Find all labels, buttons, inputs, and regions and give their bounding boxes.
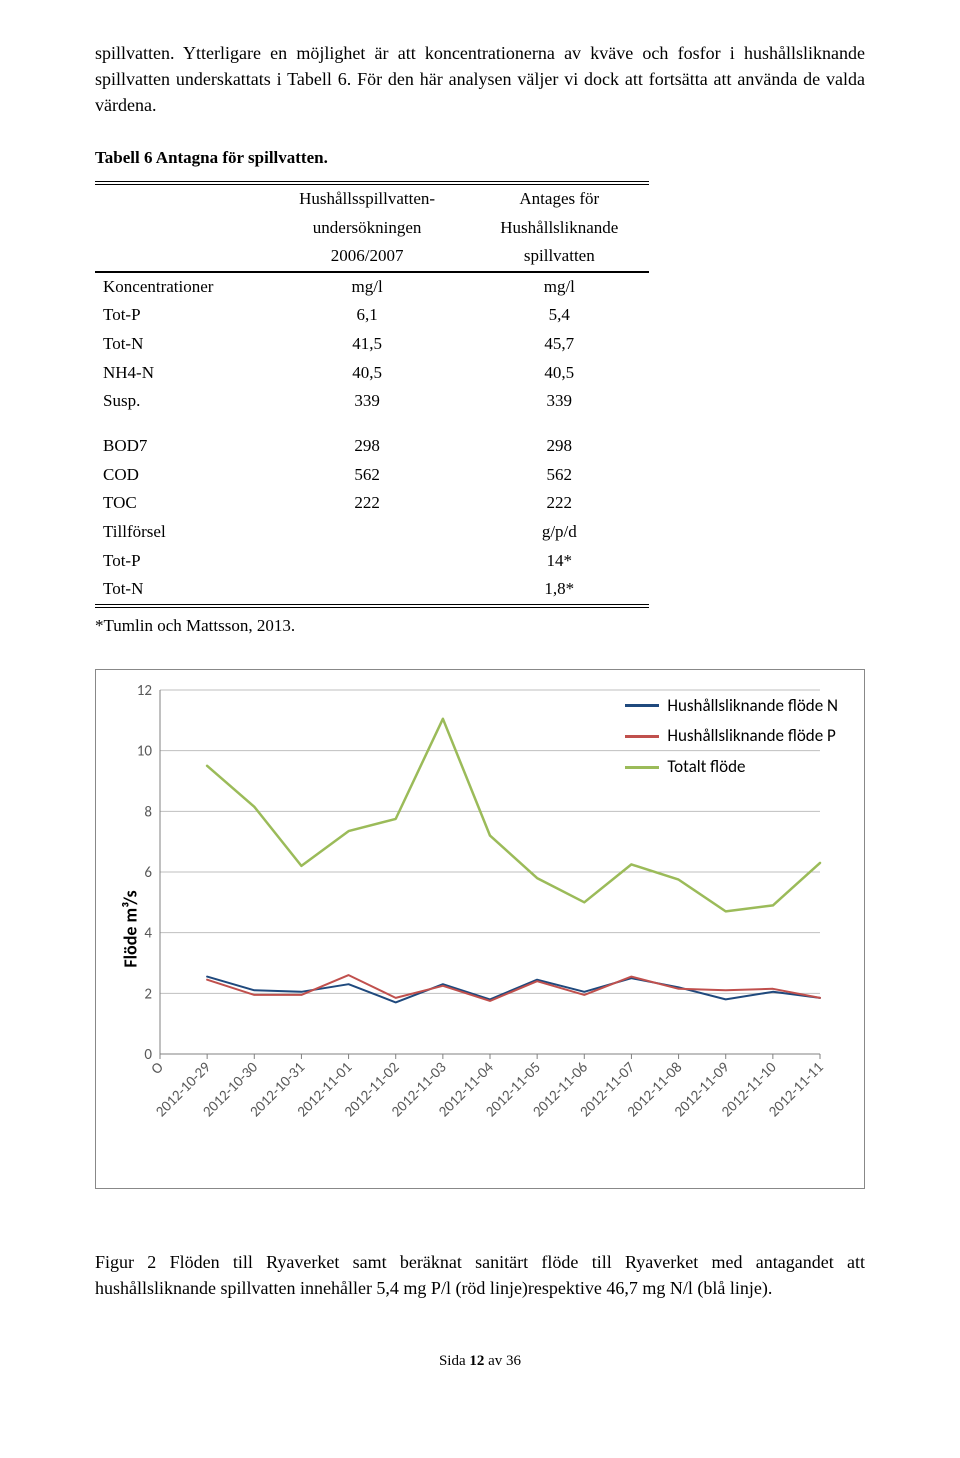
svg-text:O: O	[148, 1058, 168, 1078]
table-row: Susp. 339 339	[95, 387, 649, 416]
table-row: Koncentrationer mg/l mg/l	[95, 272, 649, 302]
legend-swatch	[625, 766, 659, 769]
legend-swatch	[625, 704, 659, 707]
table-caption: Tabell 6 Antagna för spillvatten.	[95, 146, 865, 171]
legend-label: Hushållsliknande flöde P	[667, 724, 835, 749]
table-row: Tot-P 6,1 5,4	[95, 301, 649, 330]
svg-text:6: 6	[144, 864, 152, 882]
table-head-col2-l2: undersökningen	[265, 214, 469, 243]
table-row: BOD7 298 298	[95, 432, 649, 461]
intro-paragraph: spillvatten. Ytterligare en möjlighet är…	[95, 40, 865, 118]
table-row: Tot-N 1,8*	[95, 575, 649, 606]
svg-text:4: 4	[144, 924, 152, 942]
table-row: Tot-N 41,5 45,7	[95, 330, 649, 359]
svg-text:8: 8	[144, 803, 152, 821]
page-footer: Sida 12 av 36	[95, 1351, 865, 1373]
table-row: Tot-P 14*	[95, 547, 649, 576]
legend-item: Hushållsliknande flöde P	[625, 724, 838, 749]
table-head-col3-l2: Hushållsliknande	[469, 214, 649, 243]
table-head-col2-l3: 2006/2007	[265, 242, 469, 272]
svg-text:2: 2	[144, 985, 152, 1003]
flow-chart: Flöde m³/s 024681012O2012-10-292012-10-3…	[95, 669, 865, 1189]
legend-label: Totalt flöde	[667, 755, 745, 780]
chart-y-axis-label: Flöde m³/s	[118, 890, 144, 967]
figure-caption: Figur 2 Flöden till Ryaverket samt beräk…	[95, 1249, 865, 1301]
table-head-col3-l3: spillvatten	[469, 242, 649, 272]
table-row: NH4-N 40,5 40,5	[95, 359, 649, 388]
table-head-col3-l1: Antages för	[469, 183, 649, 214]
legend-item: Hushållsliknande flöde N	[625, 694, 838, 719]
table-row: TOC 222 222	[95, 489, 649, 518]
legend-swatch	[625, 735, 659, 738]
legend-label: Hushållsliknande flöde N	[667, 694, 838, 719]
table-row: Tillförsel g/p/d	[95, 518, 649, 547]
svg-text:12: 12	[137, 684, 152, 700]
table-head-col2-l1: Hushållsspillvatten-	[265, 183, 469, 214]
assumptions-table: Hushållsspillvatten- Antages för undersö…	[95, 181, 649, 608]
chart-legend: Hushållsliknande flöde N Hushållsliknand…	[625, 694, 838, 786]
svg-text:10: 10	[137, 742, 153, 760]
legend-item: Totalt flöde	[625, 755, 838, 780]
table-row: COD 562 562	[95, 461, 649, 490]
table-footnote: *Tumlin och Mattsson, 2013.	[95, 614, 865, 639]
